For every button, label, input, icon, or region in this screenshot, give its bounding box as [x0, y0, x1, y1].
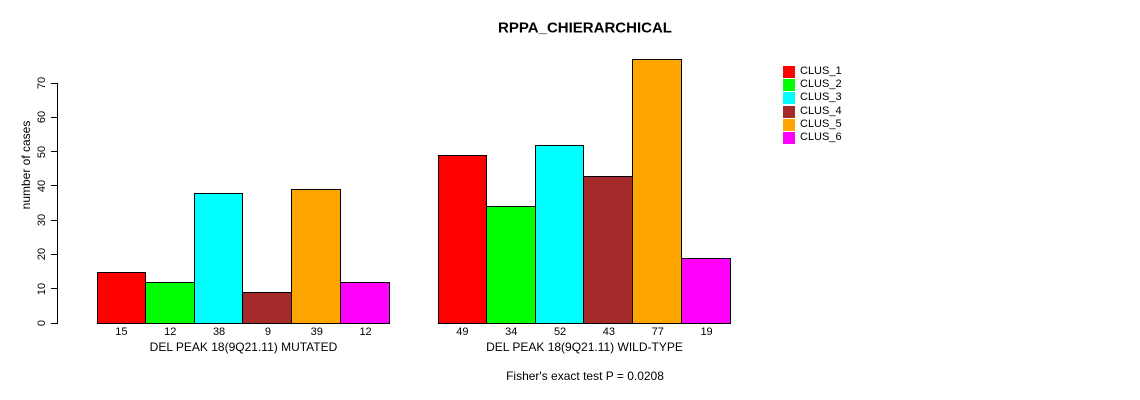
bar-value-label: 12 [359, 326, 372, 338]
group-axis-label: DEL PEAK 18(9Q21.11) WILD-TYPE [486, 340, 683, 354]
bar-value-label: 49 [456, 326, 469, 338]
y-tick-mark [51, 82, 57, 84]
bar-value-label: 77 [651, 326, 664, 338]
chart-title: RPPA_CHIERARCHICAL [498, 19, 672, 37]
legend-label: CLUS_4 [800, 104, 842, 117]
y-tick-label: 20 [36, 248, 48, 261]
y-tick-label: 0 [36, 319, 48, 327]
bar-clus_4 [583, 175, 634, 324]
y-tick-label: 50 [36, 145, 48, 158]
y-tick-mark [51, 185, 57, 187]
bar-value-label: 39 [310, 326, 323, 338]
legend-label: CLUS_1 [800, 65, 842, 77]
bar-clus_2 [485, 206, 536, 324]
footnote-text: Fisher's exact test P = 0.0208 [506, 369, 664, 383]
y-tick-mark [51, 116, 57, 118]
y-tick-label: 10 [36, 282, 48, 295]
bar-clus_4 [242, 292, 293, 324]
legend-label: CLUS_2 [800, 78, 842, 91]
bar-value-label: 34 [505, 326, 518, 338]
legend-label: CLUS_5 [800, 117, 842, 130]
y-axis-label: number of cases [19, 120, 33, 210]
bar-clus_2 [144, 281, 195, 324]
bar-value-label: 15 [115, 326, 128, 338]
bar-clus_3 [193, 192, 244, 324]
bar-clus_5 [291, 189, 342, 324]
y-axis-line [57, 83, 58, 324]
y-tick-label: 30 [36, 214, 48, 227]
y-tick-mark [51, 219, 57, 221]
bar-value-label: 12 [164, 326, 177, 338]
bar-value-label: 38 [212, 326, 226, 338]
legend-swatch-clus_2 [783, 79, 795, 92]
legend-swatch-clus_4 [783, 105, 795, 118]
legend-swatch-clus_1 [783, 66, 795, 78]
bar-value-label: 19 [700, 326, 713, 338]
legend-swatch-clus_5 [783, 118, 795, 131]
y-tick-label: 60 [36, 111, 48, 124]
y-tick-mark [51, 322, 57, 324]
legend-label: CLUS_3 [800, 91, 842, 104]
legend-swatch-clus_3 [783, 92, 795, 105]
y-tick-mark [51, 253, 57, 255]
bar-value-label: 9 [264, 326, 271, 338]
y-tick-mark [51, 151, 57, 153]
bar-value-label: 52 [553, 326, 567, 338]
bar-clus_1 [97, 271, 146, 324]
bar-value-label: 43 [602, 326, 616, 338]
bar-clus_6 [681, 257, 731, 324]
bar-clus_1 [438, 155, 487, 324]
y-tick-label: 40 [36, 179, 48, 192]
bar-clus_3 [534, 144, 585, 324]
y-tick-mark [51, 288, 57, 290]
group-axis-label: DEL PEAK 18(9Q21.11) MUTATED [149, 340, 338, 354]
bar-clus_6 [340, 281, 390, 324]
legend-swatch-clus_6 [783, 132, 795, 144]
y-tick-label: 70 [36, 76, 48, 90]
legend-label: CLUS_6 [800, 131, 842, 143]
bar-clus_5 [632, 59, 683, 324]
